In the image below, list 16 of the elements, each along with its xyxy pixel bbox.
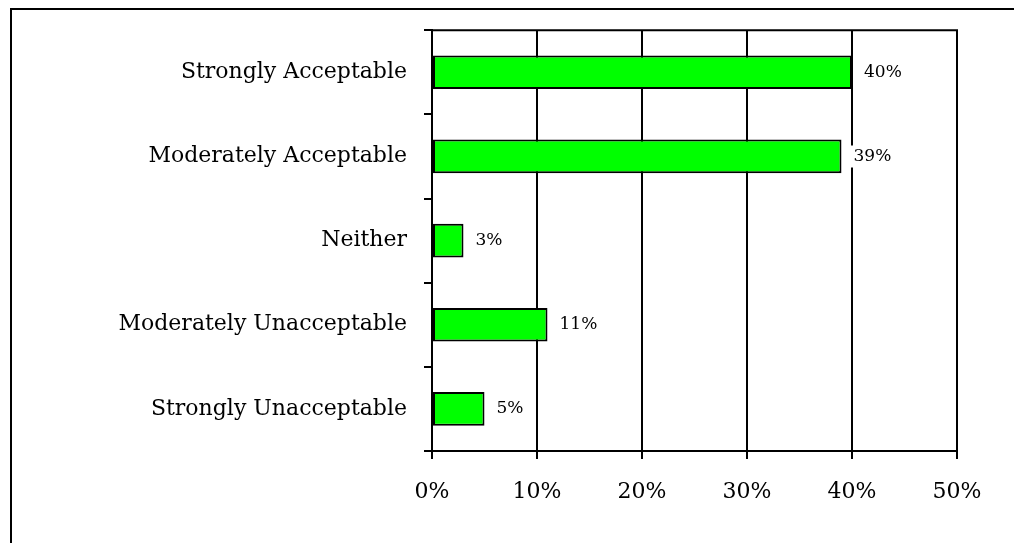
x-tick-label: 10% xyxy=(512,477,562,503)
x-tick-label: 20% xyxy=(617,477,667,503)
data-label: 39% xyxy=(853,144,892,165)
y-tick-label: Strongly Acceptable xyxy=(180,58,407,83)
x-tick-label: 40% xyxy=(827,477,877,503)
x-tick-label: 50% xyxy=(932,477,982,503)
y-tick-label: Moderately Unacceptable xyxy=(118,310,407,336)
data-label: 3% xyxy=(475,229,503,250)
y-tick-label: Neither xyxy=(321,226,408,252)
data-label: 40% xyxy=(864,60,902,81)
y-tick-label: Strongly Unacceptable xyxy=(150,394,407,420)
x-tick-label: 0% xyxy=(414,477,450,503)
data-label: 11% xyxy=(559,313,598,334)
data-label: 5% xyxy=(496,397,524,418)
y-tick-label: Moderately Acceptable xyxy=(148,142,407,168)
x-tick-label: 30% xyxy=(722,477,772,503)
